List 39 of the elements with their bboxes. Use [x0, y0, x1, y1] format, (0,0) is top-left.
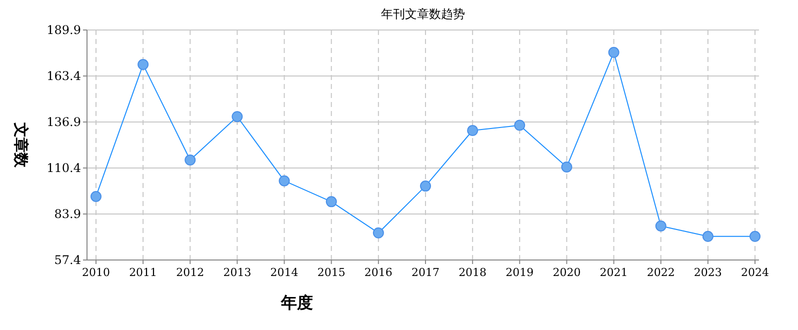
- x-tick-label: 2010: [82, 266, 110, 279]
- point: [372, 227, 384, 238]
- y-tick-label: 136.9: [46, 115, 81, 129]
- y-axis-title: 文章数: [12, 122, 30, 168]
- y-tick-label: 110.4: [46, 161, 82, 175]
- x-tick-label: 2021: [600, 266, 628, 279]
- x-tick-label: 2013: [223, 266, 252, 279]
- x-tick-label: 2011: [129, 266, 158, 279]
- x-tick-label: 2015: [317, 266, 346, 279]
- y-tick-label: 163.4: [46, 69, 82, 83]
- point: [326, 196, 337, 208]
- y-tick-label: 83.9: [54, 207, 81, 221]
- point: [514, 120, 526, 131]
- point: [138, 59, 149, 70]
- point: [90, 190, 102, 202]
- x-tick-label: 2019: [506, 266, 534, 279]
- point: [184, 154, 196, 166]
- x-tick-label: 2018: [458, 266, 487, 279]
- point: [561, 161, 572, 172]
- x-tick-label: 2017: [412, 266, 440, 279]
- x-tick-label: 2020: [552, 266, 581, 279]
- point: [278, 175, 290, 186]
- point: [608, 46, 620, 58]
- x-tick-label: 2023: [694, 266, 722, 279]
- y-tick-label: 189.9: [46, 23, 81, 37]
- point: [232, 111, 243, 122]
- x-tick-label: 2014: [270, 266, 298, 279]
- chart-title: 年刊文章数趋势: [381, 7, 465, 21]
- point: [702, 230, 714, 242]
- point: [750, 230, 760, 242]
- point: [655, 220, 666, 232]
- x-tick-label: 2022: [646, 266, 675, 279]
- x-tick-label: 2016: [364, 266, 392, 279]
- x-tick-label: 2012: [176, 266, 204, 279]
- y-tick-label: 57.4: [54, 253, 82, 267]
- point: [420, 180, 431, 192]
- point: [467, 125, 478, 136]
- x-tick-label: 2024: [741, 266, 769, 279]
- x-axis-title: 年度: [280, 293, 313, 312]
